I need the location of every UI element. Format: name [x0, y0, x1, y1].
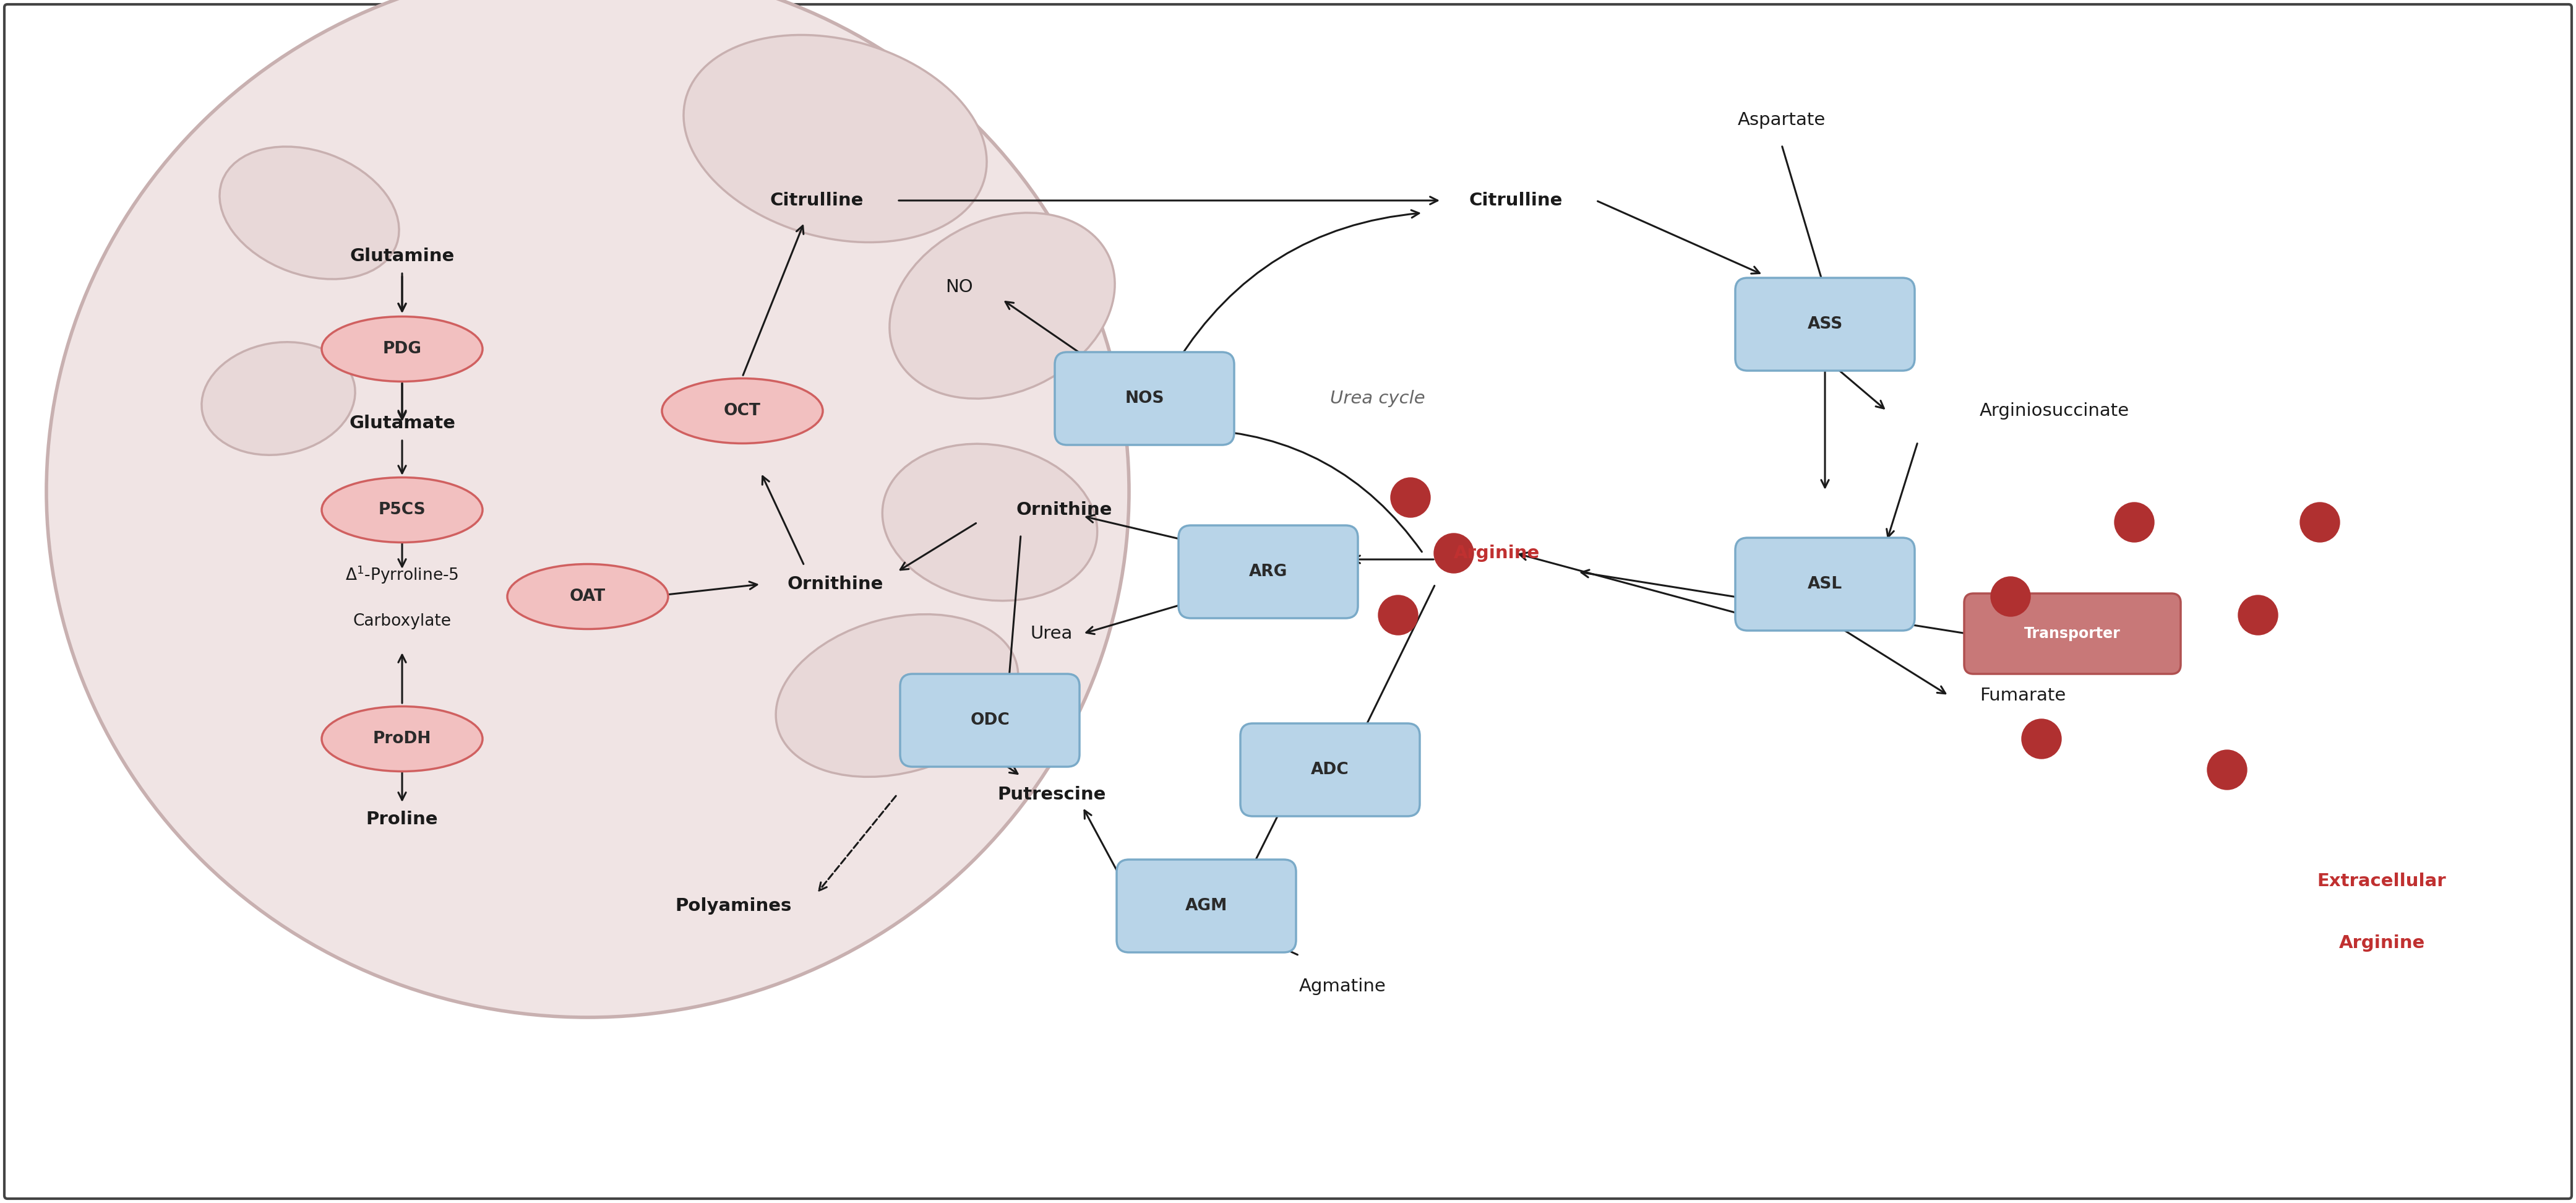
- Text: Glutamine: Glutamine: [350, 248, 453, 265]
- FancyBboxPatch shape: [1963, 593, 2182, 674]
- Text: P5CS: P5CS: [379, 502, 425, 518]
- Ellipse shape: [322, 316, 482, 381]
- Text: Fumarate: Fumarate: [1978, 687, 2066, 704]
- Text: ODC: ODC: [971, 712, 1010, 728]
- FancyBboxPatch shape: [1115, 860, 1296, 953]
- Text: Agmatine: Agmatine: [1298, 978, 1386, 995]
- Text: ASS: ASS: [1808, 316, 1842, 332]
- Circle shape: [2300, 503, 2339, 543]
- Text: ProDH: ProDH: [374, 731, 430, 747]
- Text: Extracellular: Extracellular: [2318, 872, 2447, 890]
- Text: Ornithine: Ornithine: [1015, 502, 1113, 518]
- Text: AGM: AGM: [1185, 897, 1226, 914]
- Ellipse shape: [219, 147, 399, 279]
- FancyBboxPatch shape: [899, 674, 1079, 766]
- Text: Ornithine: Ornithine: [788, 575, 884, 593]
- Ellipse shape: [46, 0, 1128, 1018]
- Text: Carboxylate: Carboxylate: [353, 614, 451, 629]
- FancyBboxPatch shape: [1736, 538, 1914, 630]
- Text: Arginine: Arginine: [2339, 935, 2424, 952]
- Circle shape: [2115, 503, 2154, 543]
- Text: Proline: Proline: [366, 811, 438, 828]
- FancyBboxPatch shape: [1054, 352, 1234, 445]
- FancyBboxPatch shape: [1736, 278, 1914, 371]
- Ellipse shape: [884, 444, 1097, 600]
- FancyBboxPatch shape: [1177, 526, 1358, 618]
- Text: OAT: OAT: [569, 588, 605, 605]
- Text: Arginiosuccinate: Arginiosuccinate: [1978, 402, 2130, 420]
- Circle shape: [1991, 576, 2030, 616]
- Text: NO: NO: [945, 278, 974, 296]
- Ellipse shape: [322, 478, 482, 543]
- Text: Polyamines: Polyamines: [675, 897, 791, 914]
- Text: PDG: PDG: [384, 340, 422, 357]
- FancyBboxPatch shape: [1242, 723, 1419, 816]
- Ellipse shape: [322, 706, 482, 771]
- Text: Transporter: Transporter: [2025, 627, 2120, 641]
- Ellipse shape: [507, 564, 667, 629]
- Ellipse shape: [662, 379, 822, 444]
- Ellipse shape: [775, 615, 1018, 777]
- Text: NOS: NOS: [1126, 391, 1164, 407]
- Text: Arginine: Arginine: [1453, 545, 1540, 562]
- Circle shape: [2208, 749, 2246, 789]
- Ellipse shape: [889, 213, 1115, 398]
- Circle shape: [2022, 719, 2061, 759]
- Text: Putrescine: Putrescine: [997, 786, 1105, 804]
- Text: ARG: ARG: [1249, 564, 1288, 580]
- Circle shape: [1378, 595, 1417, 635]
- Text: Urea cycle: Urea cycle: [1329, 390, 1425, 407]
- Circle shape: [2239, 595, 2277, 635]
- Circle shape: [1435, 533, 1473, 573]
- Text: Urea: Urea: [1030, 626, 1072, 642]
- Text: $\Delta^1$-Pyrroline-5: $\Delta^1$-Pyrroline-5: [345, 564, 459, 586]
- Ellipse shape: [201, 342, 355, 455]
- Text: Glutamate: Glutamate: [348, 415, 456, 432]
- Text: OCT: OCT: [724, 403, 760, 419]
- FancyBboxPatch shape: [5, 5, 2571, 1198]
- Text: ADC: ADC: [1311, 761, 1350, 778]
- Text: Aspartate: Aspartate: [1739, 112, 1826, 129]
- Circle shape: [1391, 478, 1430, 517]
- Ellipse shape: [683, 35, 987, 242]
- Text: Citrulline: Citrulline: [1468, 191, 1564, 209]
- Text: ASL: ASL: [1808, 576, 1842, 592]
- Text: Citrulline: Citrulline: [770, 191, 863, 209]
